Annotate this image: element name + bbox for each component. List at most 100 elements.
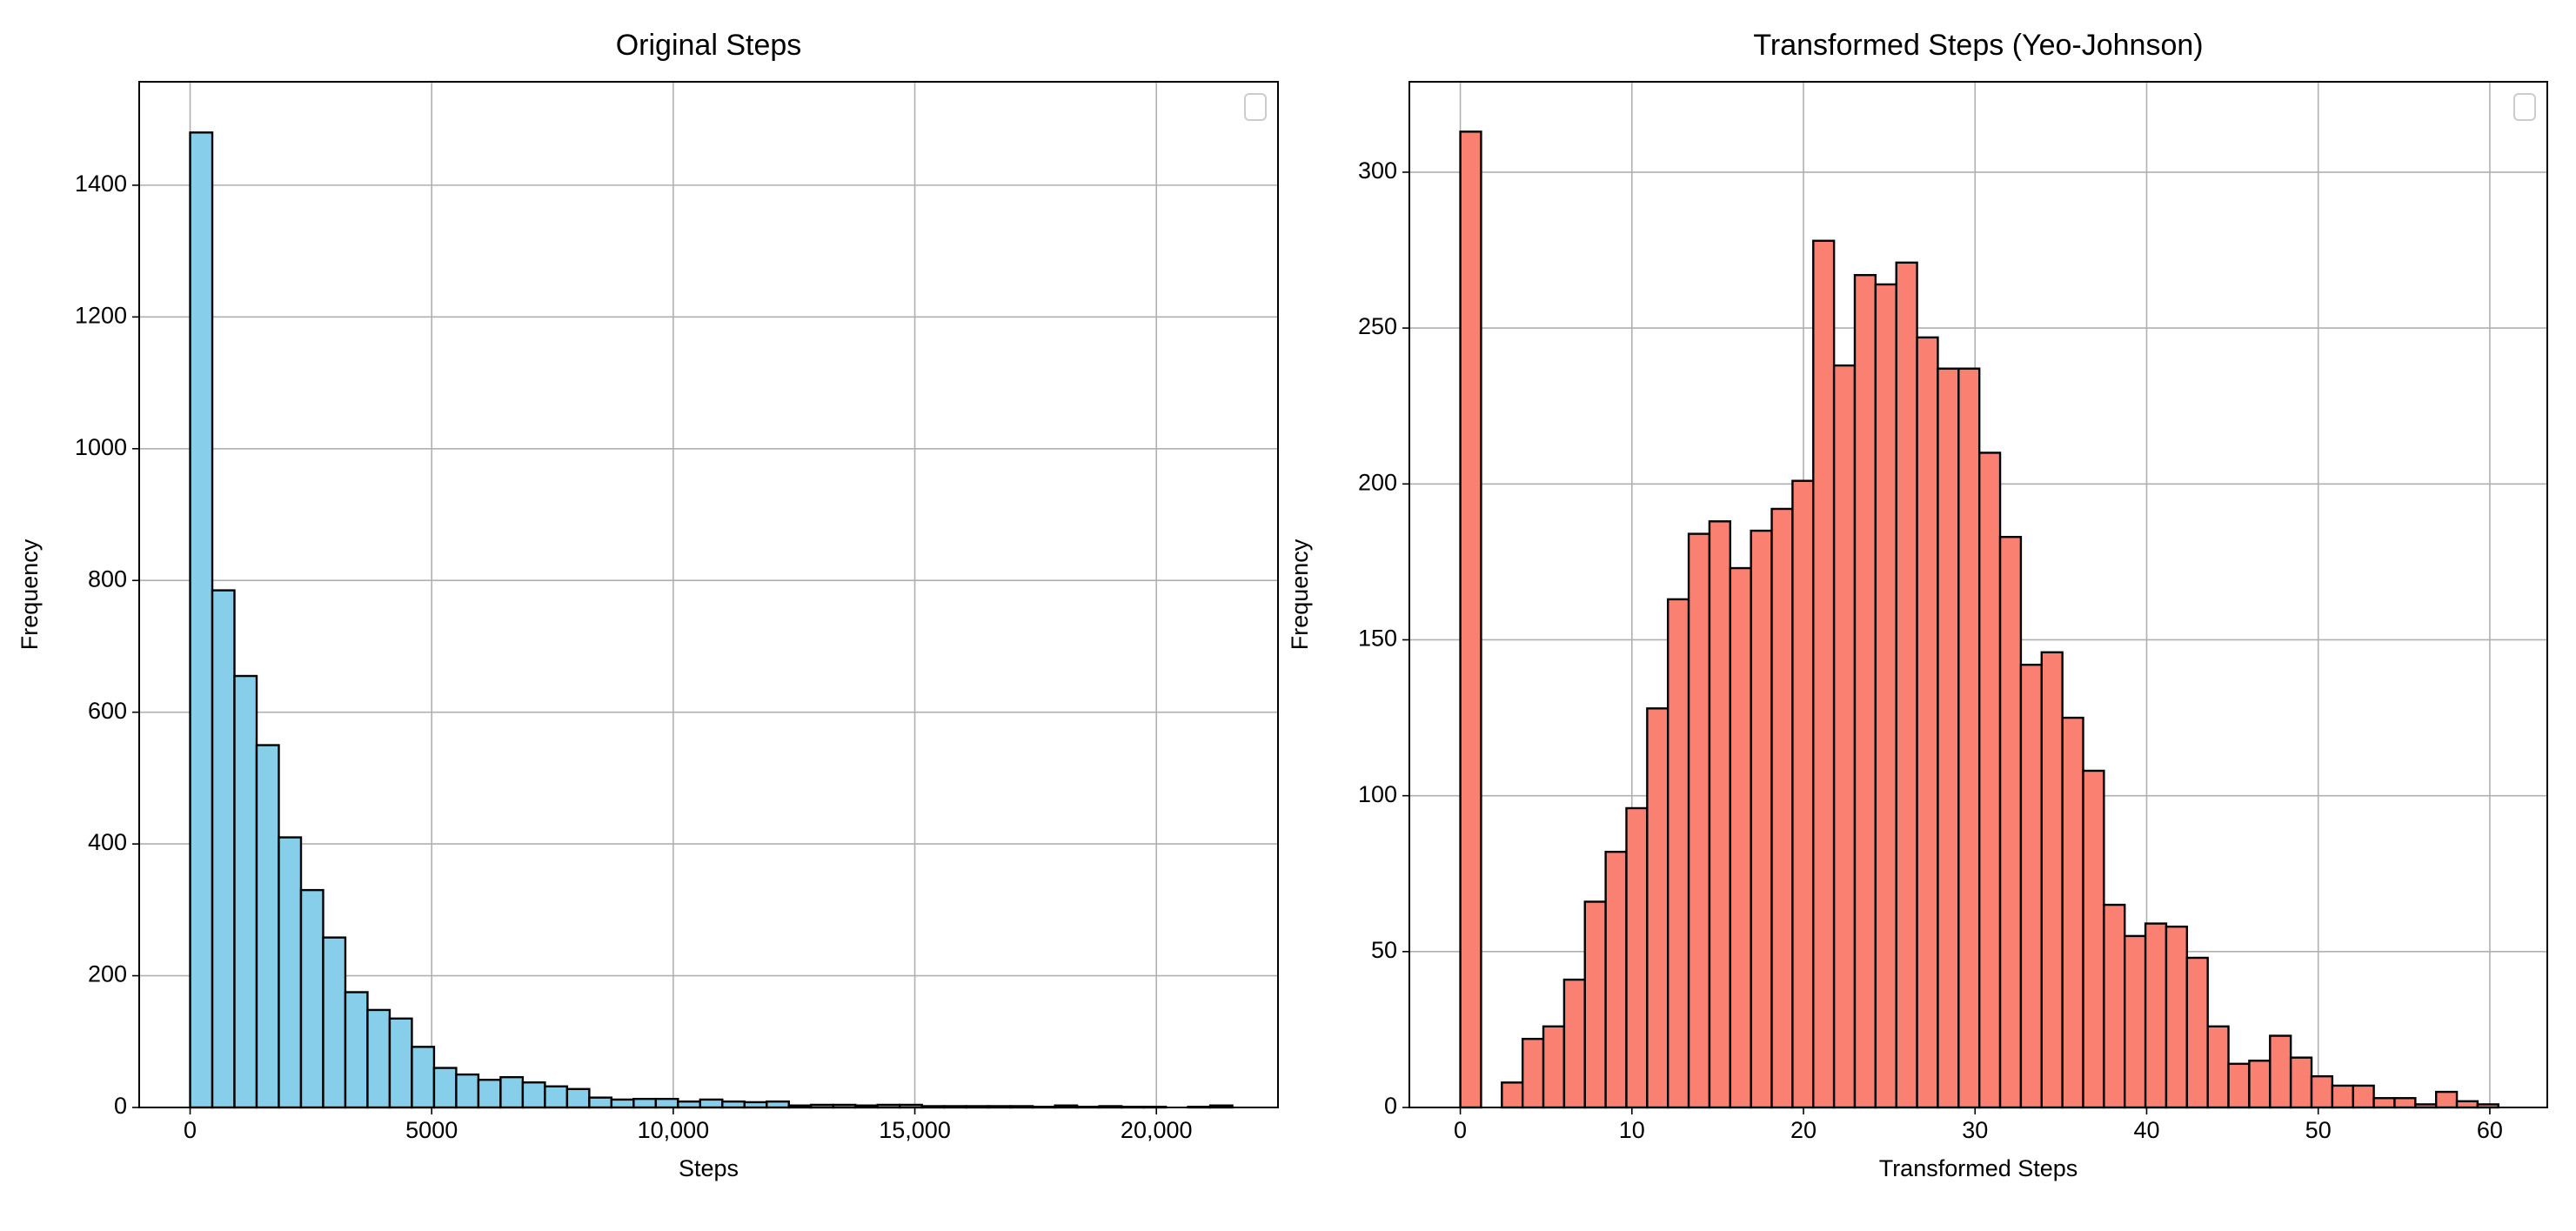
y-tick-label: 1200 (75, 302, 127, 328)
x-tick-label: 0 (184, 1117, 197, 1143)
y-tick-label: 250 (1358, 313, 1397, 339)
y-tick-label: 0 (114, 1093, 127, 1119)
histogram-bar (2248, 1060, 2272, 1109)
histogram-bar (499, 1075, 525, 1109)
histogram-bar (189, 131, 214, 1109)
x-tick-label: 20,000 (1121, 1117, 1193, 1143)
x-tick-label: 10,000 (638, 1117, 710, 1143)
histogram-bar (233, 674, 258, 1109)
histogram-bar (2019, 663, 2043, 1109)
histogram-bar (721, 1100, 746, 1109)
x-tick-label: 40 (2133, 1117, 2159, 1143)
histogram-bar (1853, 273, 1877, 1109)
x-axis-label: Transformed Steps (1879, 1155, 2078, 1181)
x-tick-label: 60 (2477, 1117, 2503, 1143)
histogram-bar (1812, 239, 1836, 1109)
histogram-bar (1791, 479, 1815, 1109)
histogram-bar (2227, 1062, 2251, 1109)
histogram-bar (2289, 1056, 2313, 1109)
histogram-bar (1998, 536, 2023, 1109)
histogram-bar (1562, 978, 1586, 1109)
histogram-bar (2434, 1090, 2459, 1109)
y-tick-label: 1000 (75, 434, 127, 460)
histogram-bar (1542, 1025, 1566, 1109)
histogram-bar (1521, 1037, 1545, 1109)
histogram-bar (1625, 806, 1649, 1109)
histogram-bar (521, 1081, 546, 1109)
histogram-bar (1646, 707, 1669, 1109)
histogram-bar (2185, 956, 2209, 1109)
histogram-bar (477, 1078, 502, 1109)
y-tick-label: 200 (1358, 469, 1397, 495)
y-tick-label: 300 (1358, 157, 1397, 184)
histogram-bar (2103, 903, 2126, 1109)
y-tick-label: 600 (88, 698, 127, 724)
histogram-bar (455, 1073, 480, 1109)
histogram-bar (2352, 1084, 2375, 1109)
y-tick-label: 1400 (75, 171, 127, 197)
histogram-bar (544, 1085, 569, 1109)
histogram-bar (766, 1100, 790, 1109)
histogram-bar (1687, 532, 1711, 1109)
y-axis-label: Frequency (17, 539, 43, 650)
histogram-bar (278, 836, 303, 1109)
histogram-bar (1604, 850, 1628, 1109)
histogram-bar (255, 744, 280, 1109)
histogram-bar (322, 936, 347, 1109)
histogram-bar (344, 991, 369, 1109)
histogram-bar (2124, 934, 2147, 1109)
histogram-bar (1937, 367, 1960, 1109)
x-tick-label: 5000 (405, 1117, 458, 1143)
legend-box (1244, 93, 1267, 121)
histogram-bar (411, 1046, 436, 1109)
histogram-bar (1916, 336, 1939, 1109)
histogram-bar (1832, 364, 1857, 1109)
histogram-bar (1957, 367, 1981, 1109)
histogram-bar (1583, 900, 1607, 1109)
histogram-bar (1708, 520, 1732, 1109)
histogram-bar (632, 1097, 658, 1109)
histogram-bar (2310, 1074, 2334, 1109)
histogram-bar (2082, 769, 2105, 1109)
histogram-bar (1750, 529, 1773, 1109)
y-tick-label: 150 (1358, 626, 1397, 652)
histogram-bar (299, 888, 325, 1109)
histogram-bar (565, 1087, 591, 1109)
histogram-bar (699, 1098, 724, 1109)
histogram-bar (1667, 598, 1690, 1109)
histogram-bar (2206, 1025, 2230, 1109)
histogram-bar (366, 1008, 391, 1109)
histogram-bar (1977, 452, 2002, 1109)
histogram-bar (1874, 283, 1897, 1109)
histogram-bar (588, 1096, 613, 1109)
histogram-bar (388, 1017, 413, 1109)
histogram-bar (2331, 1084, 2354, 1109)
histogram-bar (2061, 716, 2084, 1109)
y-tick-label: 100 (1358, 781, 1397, 807)
histogram-bar (2040, 651, 2064, 1109)
y-tick-label: 50 (1371, 937, 1397, 963)
x-tick-label: 50 (2305, 1117, 2332, 1143)
legend-box (2513, 93, 2536, 121)
y-tick-label: 200 (88, 961, 127, 987)
histogram-bar (2455, 1100, 2479, 1109)
histogram-bar (677, 1100, 702, 1109)
histogram-bar (2144, 922, 2168, 1109)
x-tick-label: 15,000 (879, 1117, 951, 1143)
histogram-bar (432, 1067, 458, 1109)
histogram-bar (1501, 1081, 1524, 1109)
x-tick-label: 20 (1790, 1117, 1817, 1143)
histogram-bar (211, 589, 236, 1109)
histogram-bar (1459, 130, 1482, 1109)
chart-title: Transformed Steps (Yeo-Johnson) (1753, 29, 2203, 62)
histogram-bar (2269, 1034, 2292, 1109)
histogram-bar (1770, 507, 1794, 1109)
histogram-bar (2165, 925, 2189, 1109)
x-tick-label: 10 (1619, 1117, 1645, 1143)
y-tick-label: 400 (88, 829, 127, 855)
histogram-bar (610, 1098, 635, 1109)
histogram-bar (1729, 566, 1752, 1109)
plot-frame (138, 81, 1279, 1108)
histogram-bar (654, 1097, 679, 1109)
histogram-bar (1895, 261, 1918, 1109)
